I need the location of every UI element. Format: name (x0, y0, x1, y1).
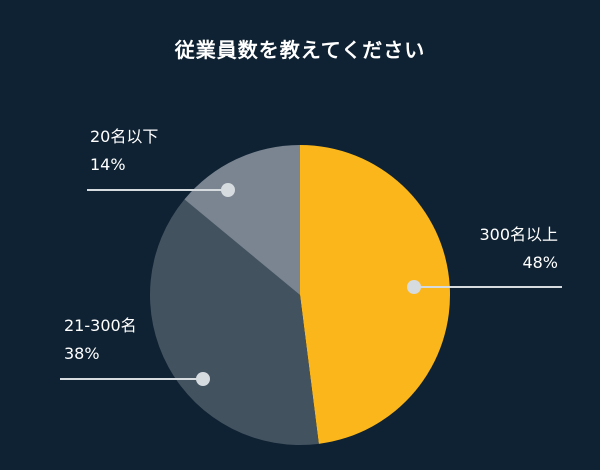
slice-value-label: 14% (90, 155, 126, 174)
slice-value-label: 38% (64, 344, 100, 363)
slice-label: 20名以下 (90, 127, 158, 146)
callout-dot (407, 280, 421, 294)
slice-label: 21-300名 (64, 316, 137, 335)
slice-label: 300名以上 (479, 225, 558, 244)
pie-slice (150, 199, 319, 445)
pie-slice (300, 145, 451, 444)
callout-dot (196, 372, 210, 386)
slice-value-label: 48% (522, 253, 558, 272)
chart-title: 従業員数を教えてください (174, 38, 426, 62)
pie-slice (184, 145, 300, 295)
callout-dot (221, 183, 235, 197)
